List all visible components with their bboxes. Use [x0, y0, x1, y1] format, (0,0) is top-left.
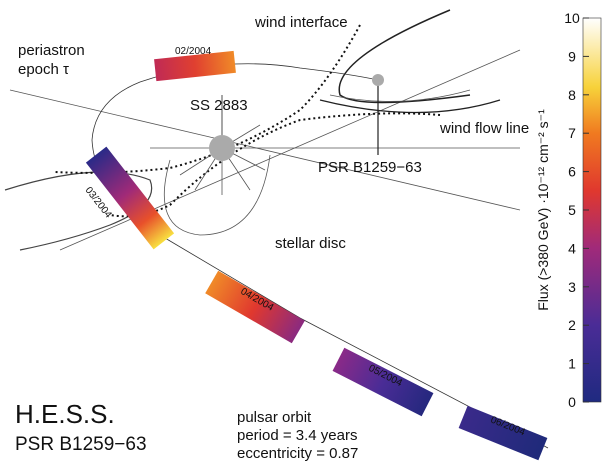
tick-label: 6 [568, 164, 576, 180]
tick-label: 7 [568, 125, 576, 141]
tick-label: 9 [568, 48, 576, 64]
epoch-label: 02/2004 [175, 46, 212, 57]
orbit-note: period = 3.4 years [237, 427, 358, 444]
footer-subtitle: PSR B1259−63 [15, 434, 147, 455]
tick-label: 0 [568, 394, 576, 410]
colorbar-ticks: 0 1 2 3 4 5 6 7 8 9 10 [564, 10, 589, 410]
tick-label: 1 [568, 356, 576, 372]
band [332, 347, 434, 417]
orbit-note: pulsar orbit [237, 409, 312, 426]
band [154, 50, 236, 82]
tick-label: 3 [568, 279, 576, 295]
wind-lines [54, 24, 441, 218]
tick-label: 8 [568, 87, 576, 103]
label: SS 2883 [190, 97, 248, 114]
epoch-bands [85, 50, 548, 461]
label: PSR B1259−63 [318, 159, 422, 176]
footer-title: H.E.S.S. [15, 399, 115, 429]
colorbar-label: Flux (>380 GeV) ·10⁻¹² cm⁻² s⁻¹ [535, 109, 551, 311]
band [85, 146, 175, 250]
tick-label: 2 [568, 317, 576, 333]
star [209, 135, 235, 161]
label: periastron [18, 42, 85, 59]
label: epoch τ [18, 61, 69, 78]
geometry [4, 9, 549, 449]
label: stellar disc [275, 235, 346, 252]
tick-label: 5 [568, 202, 576, 218]
pulsar [372, 74, 384, 86]
band [205, 270, 305, 344]
tick-label: 4 [568, 240, 576, 256]
tick-label: 10 [564, 10, 580, 26]
label: wind interface [254, 14, 348, 31]
band [458, 405, 548, 461]
label: wind flow line [439, 120, 529, 137]
orbit-note: eccentricity = 0.87 [237, 445, 358, 462]
